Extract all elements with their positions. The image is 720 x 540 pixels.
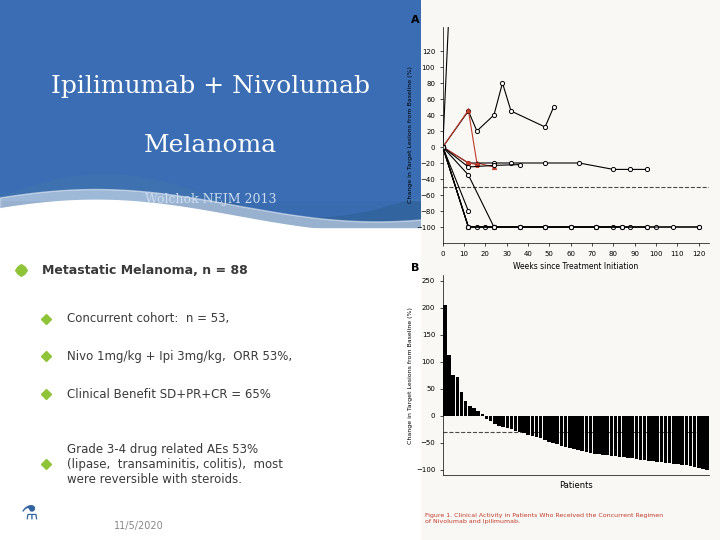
Text: Wolchok NEJM 2013: Wolchok NEJM 2013	[145, 193, 276, 206]
Bar	[626, 416, 630, 458]
Bar	[531, 416, 534, 436]
Bar	[526, 416, 530, 435]
Bar	[568, 416, 572, 448]
Text: 11/5/2020: 11/5/2020	[114, 522, 164, 531]
Text: B: B	[411, 264, 419, 273]
Bar	[464, 401, 467, 416]
Bar	[689, 416, 692, 466]
Bar	[647, 416, 651, 461]
Text: ⚗: ⚗	[21, 503, 38, 523]
Y-axis label: Change in Target Lesions from Baseline (%): Change in Target Lesions from Baseline (…	[408, 66, 413, 204]
Bar	[456, 377, 459, 416]
Text: A: A	[411, 15, 420, 25]
Bar	[639, 416, 642, 460]
Bar	[701, 416, 705, 469]
Bar	[651, 416, 654, 461]
Bar	[643, 416, 647, 460]
Bar	[480, 414, 484, 416]
Bar	[585, 416, 588, 452]
Bar	[539, 416, 542, 438]
Bar	[672, 416, 675, 464]
Bar	[606, 416, 609, 455]
Bar	[576, 416, 580, 450]
Bar	[697, 416, 701, 468]
Bar	[0, 0, 421, 227]
Bar	[622, 416, 626, 457]
Bar	[660, 416, 663, 462]
Bar	[447, 355, 451, 416]
Bar	[572, 416, 576, 449]
Bar	[522, 416, 526, 433]
Bar	[0, 0, 421, 200]
Bar	[547, 416, 551, 442]
Text: Clinical Benefit SD+PR+CR = 65%: Clinical Benefit SD+PR+CR = 65%	[68, 388, 271, 401]
Bar	[514, 416, 518, 431]
Bar	[631, 416, 634, 458]
Y-axis label: Change in Target Lesions from Baseline (%): Change in Target Lesions from Baseline (…	[408, 307, 413, 444]
Text: Concurrent cohort:  n = 53,: Concurrent cohort: n = 53,	[68, 312, 230, 325]
Bar	[613, 416, 617, 456]
Bar	[498, 416, 501, 426]
Bar	[706, 416, 709, 470]
Bar	[460, 392, 463, 416]
Bar	[589, 416, 593, 453]
Text: Melanoma: Melanoma	[144, 134, 277, 157]
Bar	[489, 416, 492, 421]
Bar	[693, 416, 696, 467]
Bar	[552, 416, 555, 443]
Bar	[559, 416, 563, 446]
Bar	[543, 416, 546, 440]
Bar	[668, 416, 672, 463]
Bar	[676, 416, 680, 464]
X-axis label: Patients: Patients	[559, 481, 593, 490]
Bar	[510, 416, 513, 429]
Bar	[535, 416, 539, 437]
Bar	[601, 416, 605, 455]
Bar	[597, 416, 600, 454]
Text: Nivo 1mg/kg + Ipi 3mg/kg,  ORR 53%,: Nivo 1mg/kg + Ipi 3mg/kg, ORR 53%,	[68, 350, 292, 363]
Bar	[472, 408, 476, 416]
Bar	[685, 416, 688, 465]
Bar	[664, 416, 667, 463]
Bar	[655, 416, 659, 462]
Bar	[505, 416, 509, 428]
Bar	[468, 406, 472, 416]
Bar	[564, 416, 567, 447]
Text: Ipilimumab + Nivolumab: Ipilimumab + Nivolumab	[51, 75, 370, 98]
Bar	[518, 416, 521, 432]
Bar	[634, 416, 638, 459]
Bar	[485, 416, 488, 418]
Text: Figure 1. Clinical Activity in Patients Who Received the Concurrent Regimen
of N: Figure 1. Clinical Activity in Patients …	[425, 513, 663, 524]
Bar	[556, 416, 559, 444]
Bar	[680, 416, 684, 465]
Bar	[493, 416, 497, 424]
Text: Grade 3-4 drug related AEs 53%
(lipase,  transaminitis, colitis),  most
were rev: Grade 3-4 drug related AEs 53% (lipase, …	[68, 443, 284, 486]
Bar	[593, 416, 596, 454]
Bar	[580, 416, 584, 451]
X-axis label: Weeks since Treatment Initiation: Weeks since Treatment Initiation	[513, 262, 639, 271]
Text: Metastatic Melanoma, n = 88: Metastatic Melanoma, n = 88	[42, 264, 248, 276]
Bar	[477, 411, 480, 416]
Bar	[501, 416, 505, 427]
Bar	[443, 305, 446, 416]
Bar	[451, 375, 455, 416]
Bar	[618, 416, 621, 457]
Bar	[610, 416, 613, 456]
